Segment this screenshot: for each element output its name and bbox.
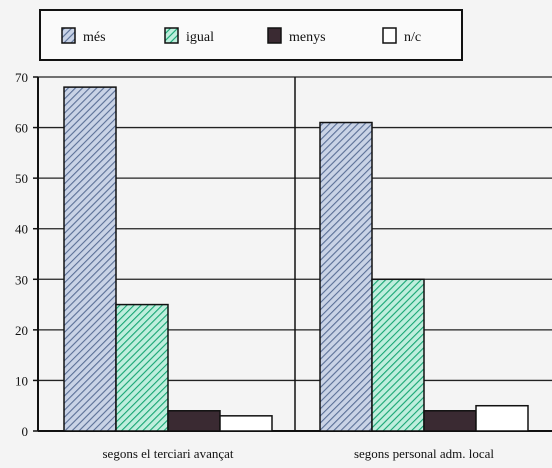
legend-label: menys xyxy=(289,30,326,45)
bar xyxy=(319,121,373,432)
legend-label: igual xyxy=(186,30,214,45)
chart-legend: més igual menys n/c xyxy=(39,9,463,61)
legend-label: més xyxy=(83,30,106,45)
bar xyxy=(219,415,273,432)
bars xyxy=(63,86,529,432)
bar xyxy=(63,86,117,432)
y-axis-ticks: 0 10 20 30 40 50 60 70 xyxy=(15,70,38,439)
bar xyxy=(115,303,169,432)
y-tick-label: 40 xyxy=(15,222,28,237)
y-tick-label: 30 xyxy=(15,272,28,287)
y-tick-label: 70 xyxy=(15,70,28,85)
bar xyxy=(423,410,477,432)
y-tick-label: 50 xyxy=(15,171,28,186)
legend-swatch xyxy=(382,27,397,44)
y-tick-label: 10 xyxy=(15,373,28,388)
category-label: segons personal adm. local xyxy=(354,446,494,461)
y-tick-label: 20 xyxy=(15,323,28,338)
bar xyxy=(475,404,529,432)
legend-label: n/c xyxy=(404,30,421,45)
legend-swatch xyxy=(61,27,76,44)
legend-swatch xyxy=(267,27,282,44)
y-tick-label: 60 xyxy=(15,121,28,136)
y-tick-label: 0 xyxy=(22,424,29,439)
bar xyxy=(167,410,221,432)
category-label: segons el terciari avançat xyxy=(102,446,233,461)
category-labels: segons el terciari avançat segons persona… xyxy=(102,446,494,461)
legend-swatch xyxy=(164,27,179,44)
bar xyxy=(371,278,425,432)
